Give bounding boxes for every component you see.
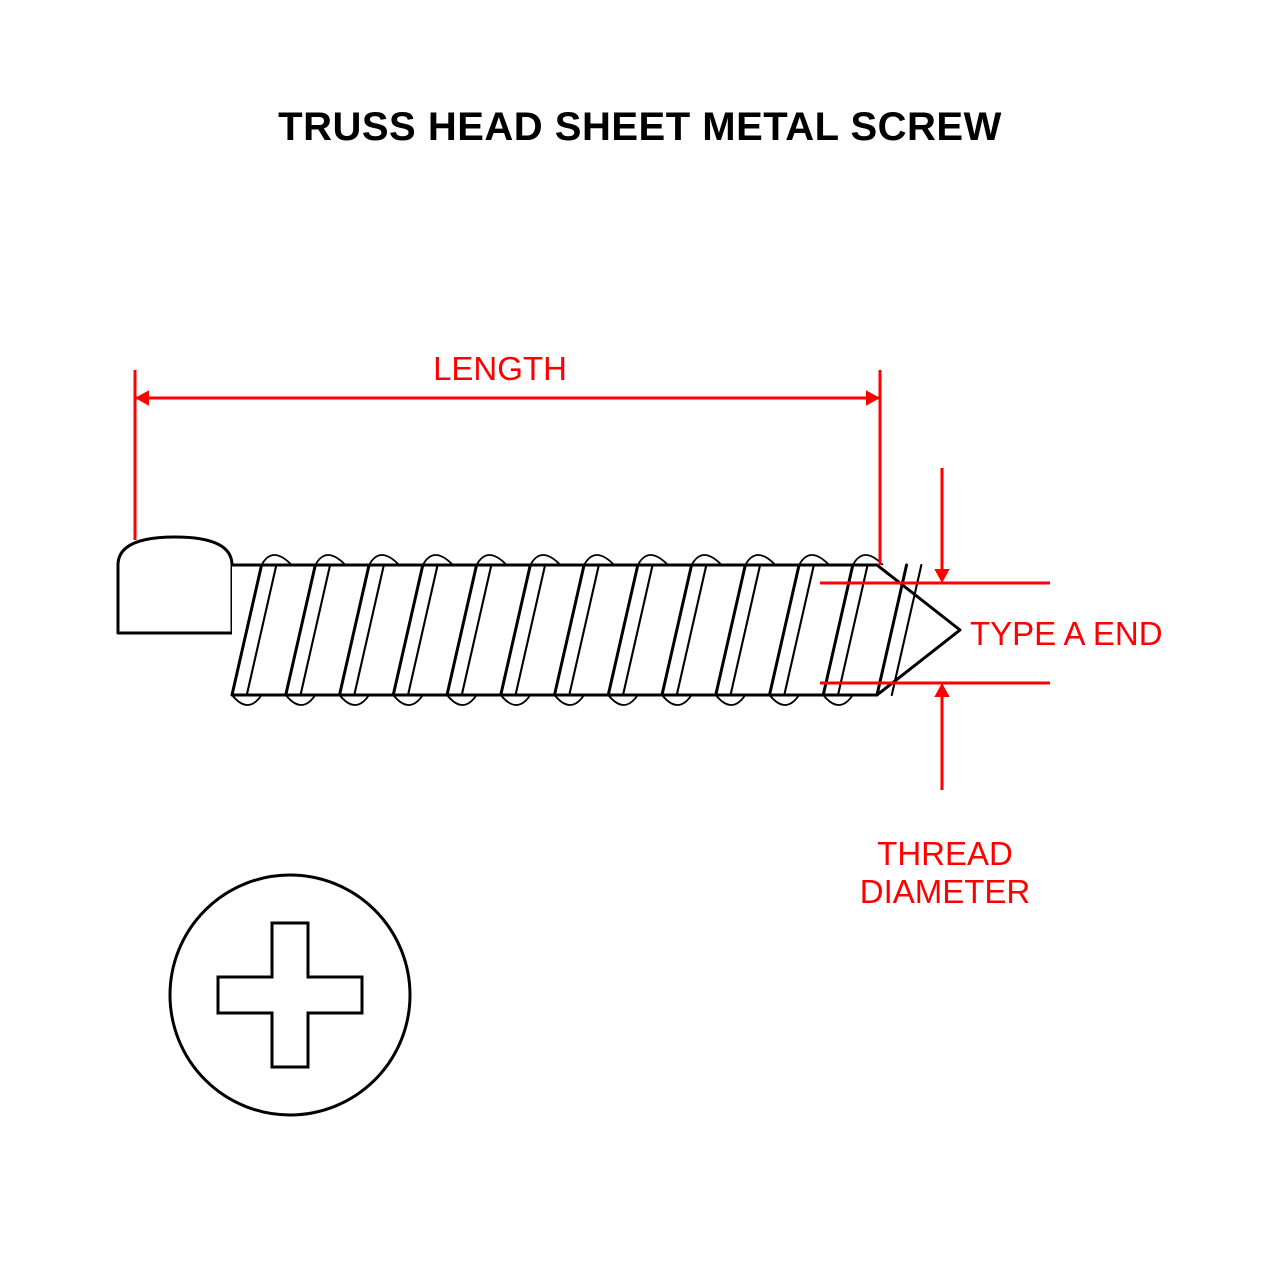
thread-diameter-label: THREAD DIAMETER bbox=[795, 835, 1095, 911]
type-a-end-label: TYPE A END bbox=[970, 615, 1230, 653]
diagram-container: TRUSS HEAD SHEET METAL SCREW LENGTH TYPE… bbox=[0, 0, 1280, 1280]
length-label: LENGTH bbox=[350, 350, 650, 388]
